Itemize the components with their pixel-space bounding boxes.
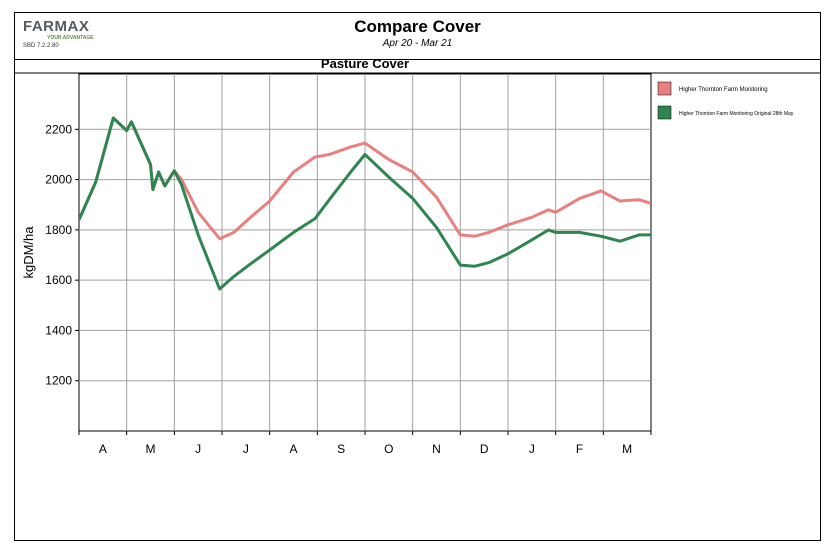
x-tick-label: A	[99, 442, 107, 456]
report-header: FARMAX YOUR ADVANTAGE SBD 7.2.2.80 Compa…	[15, 13, 820, 60]
legend-label-2: Higher Thornton Farm Monitoring Original…	[679, 111, 794, 117]
chart-title: Pasture Cover	[321, 56, 409, 71]
x-tick-label: A	[289, 442, 297, 456]
series-line-2	[79, 116, 651, 291]
legend-swatch-2	[657, 105, 672, 120]
y-axis-label: kgDM/ha	[21, 226, 36, 279]
x-tick-label: S	[337, 442, 345, 456]
x-tick-label: F	[576, 442, 583, 456]
x-tick-label: M	[146, 442, 156, 456]
report-title: Compare Cover	[354, 17, 481, 36]
y-tick-label: 1400	[45, 323, 72, 337]
logo-wordmark: FARMAX	[23, 18, 90, 35]
y-tick-label: 2000	[45, 173, 72, 187]
version-label: SBD 7.2.2.80	[23, 43, 59, 49]
y-tick-label: 1200	[45, 374, 72, 388]
report-subtitle: Apr 20 - Mar 21	[382, 38, 453, 49]
chart-frame: FARMAX YOUR ADVANTAGE SBD 7.2.2.80 Compa…	[14, 12, 821, 541]
y-tick-label: 1800	[45, 223, 72, 237]
legend-swatch-1	[657, 81, 672, 96]
x-tick-label: D	[480, 442, 489, 456]
y-tick-label: 2200	[45, 122, 72, 136]
x-tick-label: O	[384, 442, 393, 456]
farmax-logo: FARMAX YOUR ADVANTAGE SBD 7.2.2.80	[23, 18, 113, 56]
x-tick-label: N	[432, 442, 441, 456]
y-tick-label: 1600	[45, 273, 72, 287]
legend-label-1: Higher Thornton Farm Monitoring	[679, 87, 768, 93]
x-tick-label: J	[529, 442, 535, 456]
x-tick-label: M	[622, 442, 632, 456]
x-tick-label: J	[195, 442, 201, 456]
x-tick-label: J	[243, 442, 249, 456]
logo-tagline: YOUR ADVANTAGE	[47, 35, 94, 41]
